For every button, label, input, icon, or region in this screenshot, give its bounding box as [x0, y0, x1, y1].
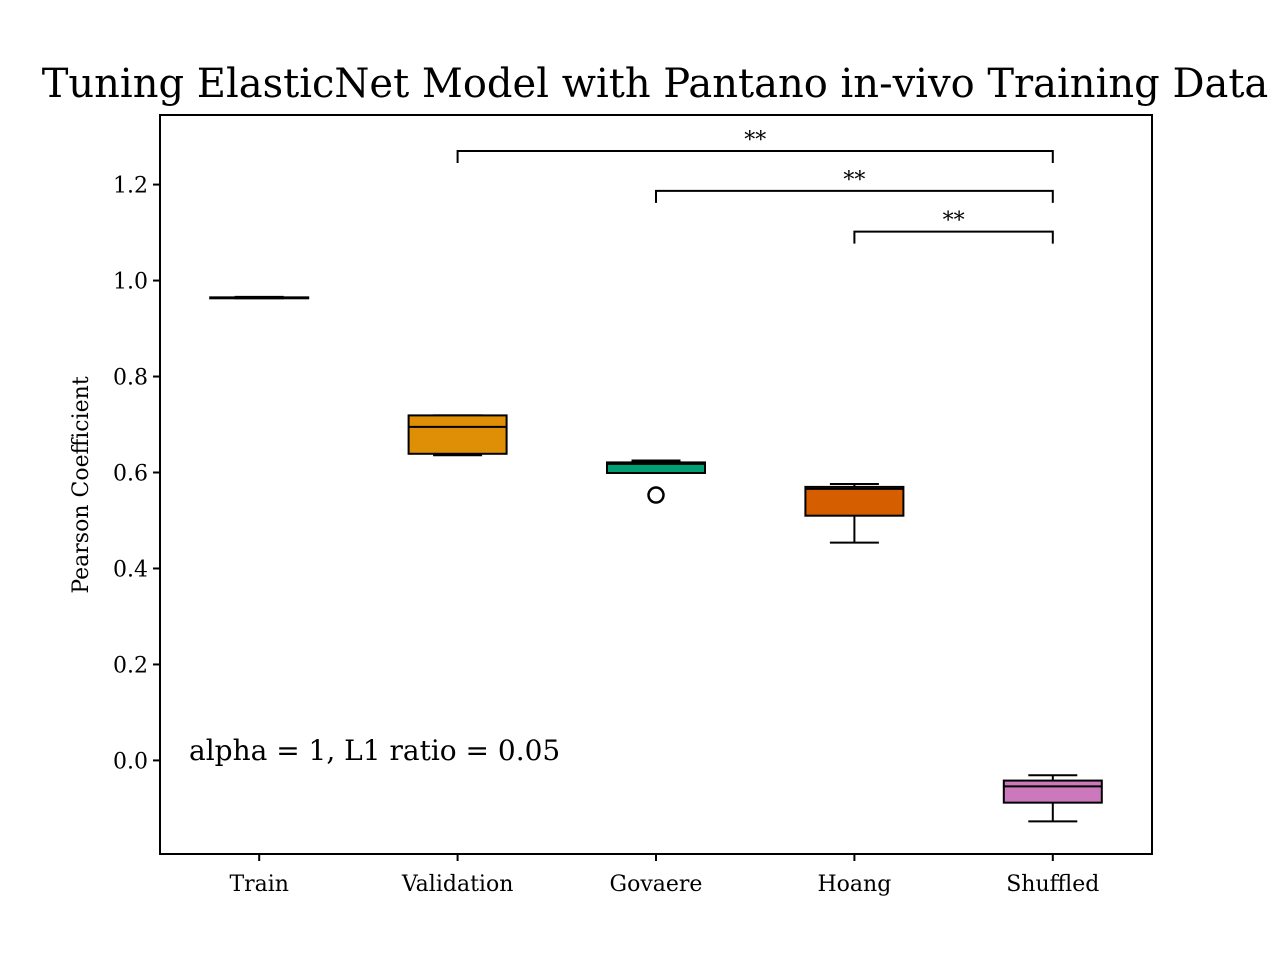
y-tick-label: 0.8 [113, 366, 148, 391]
y-tick-label: 0.2 [113, 653, 148, 678]
x-tick-label: Train [229, 872, 289, 897]
x-tick-label: Shuffled [1006, 872, 1099, 897]
significance-bracket [853, 230, 1054, 244]
outlier-point [647, 486, 665, 504]
significance-bracket [456, 149, 1054, 163]
significance-bracket [655, 189, 1054, 203]
y-tick-label: 1.2 [113, 174, 148, 199]
x-tick-label: Hoang [817, 872, 891, 897]
y-tick-label: 0.6 [113, 462, 148, 487]
x-tick-label: Govaere [610, 872, 703, 897]
axes-frame [159, 114, 1153, 855]
y-tick-label: 0.4 [113, 557, 148, 582]
plot-area: 0.0 0.2 0.4 0.6 0.8 1.0 1.2 Train Validation Gova… [113, 128, 1103, 897]
significance-label: ** [843, 168, 865, 193]
box-shuffled [1002, 779, 1103, 804]
box-hoang [804, 485, 905, 517]
y-axis-label: Pearson Coefficient [69, 376, 94, 593]
significance-label: ** [943, 209, 965, 234]
x-tick-label: Validation [401, 872, 514, 897]
chart-title: Tuning ElasticNet Model with Pantano in-… [42, 61, 1269, 107]
box-govaere [606, 461, 706, 474]
significance-label: ** [744, 128, 766, 153]
y-tick-label: 0.0 [113, 749, 148, 774]
parameter-annotation: alpha = 1, L1 ratio = 0.05 [189, 734, 560, 767]
box-validation [407, 414, 508, 455]
y-tick-label: 1.0 [113, 270, 148, 295]
